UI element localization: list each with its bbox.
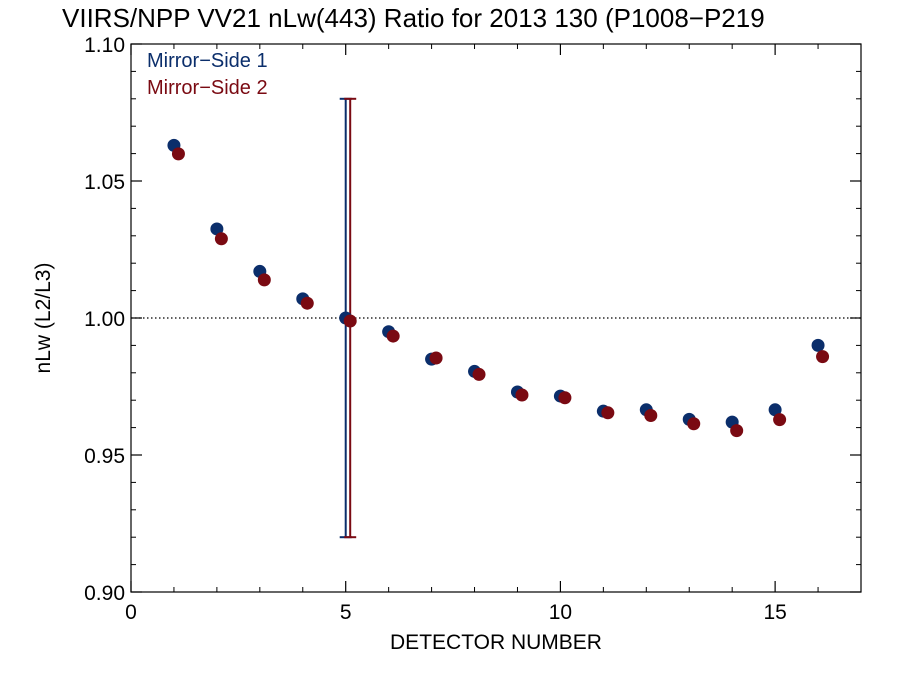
point-series-2 bbox=[730, 424, 744, 438]
point-series-1 bbox=[811, 338, 825, 352]
point-series-2 bbox=[515, 388, 529, 402]
point-series-1 bbox=[768, 403, 782, 417]
point-series-1 bbox=[210, 222, 224, 236]
x-tick-label: 0 bbox=[125, 601, 137, 624]
point-series-2 bbox=[257, 273, 271, 287]
chart-title: VIIRS/NPP VV21 nLw(443) Ratio for 2013 1… bbox=[62, 3, 765, 33]
point-series-2 bbox=[343, 314, 357, 328]
point-series-2 bbox=[429, 351, 443, 365]
point-series-2 bbox=[386, 329, 400, 343]
y-tick-label: 0.90 bbox=[84, 582, 125, 605]
axis-ticks bbox=[130, 43, 861, 593]
axis-tick-labels: 0 5 10 15 0.90 0.95 1.00 1.05 1.10 bbox=[84, 34, 787, 624]
point-series-2 bbox=[816, 350, 830, 364]
x-tick-label: 15 bbox=[763, 601, 786, 624]
point-series-2 bbox=[171, 147, 185, 161]
point-series-2 bbox=[687, 417, 701, 431]
x-axis-label: DETECTOR NUMBER bbox=[390, 631, 602, 654]
y-tick-label: 0.95 bbox=[84, 445, 125, 468]
y-tick-label: 1.00 bbox=[84, 308, 125, 331]
point-series-2 bbox=[773, 413, 787, 427]
legend: Mirror−Side 1 Mirror−Side 2 bbox=[147, 50, 268, 99]
point-series-2 bbox=[644, 409, 658, 423]
data-points bbox=[167, 138, 830, 438]
y-tick-label: 1.10 bbox=[84, 34, 125, 57]
y-axis-label: nLw (L2/L3) bbox=[32, 263, 55, 374]
legend-entry-series-2: Mirror−Side 2 bbox=[147, 77, 268, 99]
point-series-2 bbox=[214, 232, 228, 246]
point-series-2 bbox=[300, 296, 314, 310]
x-tick-label: 10 bbox=[549, 601, 572, 624]
point-series-2 bbox=[601, 406, 615, 420]
y-tick-label: 1.05 bbox=[84, 171, 125, 194]
x-tick-label: 5 bbox=[340, 601, 352, 624]
point-series-2 bbox=[472, 367, 486, 381]
legend-entry-series-1: Mirror−Side 1 bbox=[147, 50, 268, 72]
point-series-2 bbox=[558, 391, 572, 405]
